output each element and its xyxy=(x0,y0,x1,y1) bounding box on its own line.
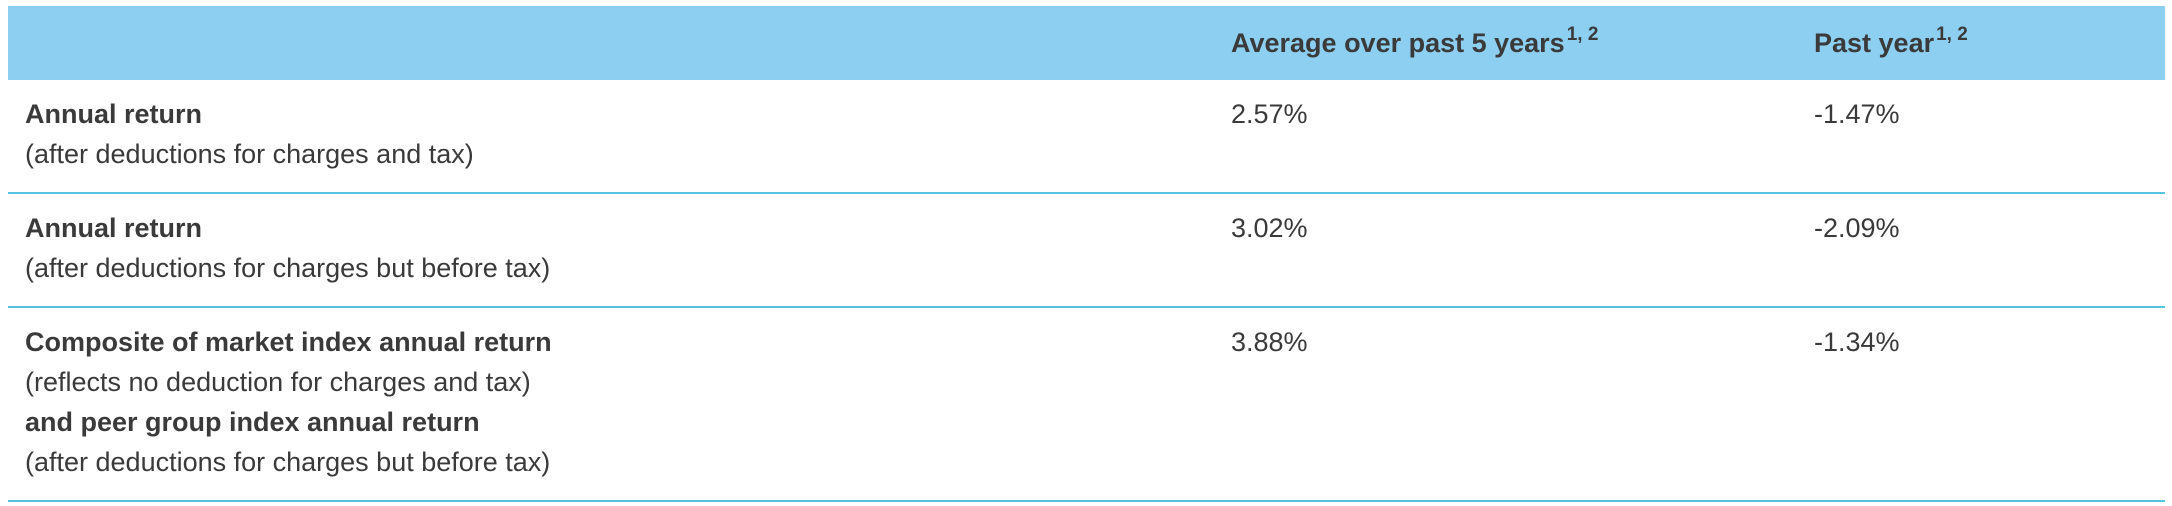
row-label: Annual return (after deductions for charg… xyxy=(25,208,2165,288)
column-title: Average over past 5 years xyxy=(1231,28,1565,58)
row-note: (after deductions for charges but before… xyxy=(25,447,551,477)
table-body: Annual return (after deductions for charg… xyxy=(8,80,2165,502)
cell-value: -1.47% xyxy=(1814,99,1900,129)
cell-value: 2.57% xyxy=(1231,99,1308,129)
footnote-ref: 1, 2 xyxy=(1936,24,1968,45)
row-label: Composite of market index annual return (… xyxy=(25,322,2165,482)
returns-table: Average over past 5 years 1, 2 Past year 1… xyxy=(8,6,2165,502)
table-row: Composite of market index annual return (… xyxy=(8,308,2165,502)
row-label: Annual return (after deductions for charg… xyxy=(25,94,2165,174)
cell-value: -1.34% xyxy=(1814,327,1900,357)
footnote-ref: 1, 2 xyxy=(1566,24,1599,45)
row-note: (reflects no deduction for charges and t… xyxy=(25,367,531,397)
row-title: Composite of market index annual return xyxy=(25,327,552,357)
column-title: Past year xyxy=(1814,28,1935,58)
cell-value: 3.02% xyxy=(1231,213,1308,243)
row-title: and peer group index annual return xyxy=(25,407,480,437)
cell-value: 3.88% xyxy=(1231,327,1308,357)
row-note: (after deductions for charges but before… xyxy=(25,253,551,283)
row-title: Annual return xyxy=(25,99,203,129)
column-header: Past year 1, 2 xyxy=(1814,24,1968,64)
row-title: Annual return xyxy=(25,213,203,243)
table-row: Annual return (after deductions for charg… xyxy=(8,194,2165,308)
cell-value: -2.09% xyxy=(1814,213,1900,243)
table-row: Annual return (after deductions for charg… xyxy=(8,80,2165,194)
table-header: Average over past 5 years 1, 2 Past year 1… xyxy=(8,6,2165,80)
column-header: Average over past 5 years 1, 2 xyxy=(1231,24,1599,64)
row-note: (after deductions for charges and tax) xyxy=(25,139,474,169)
